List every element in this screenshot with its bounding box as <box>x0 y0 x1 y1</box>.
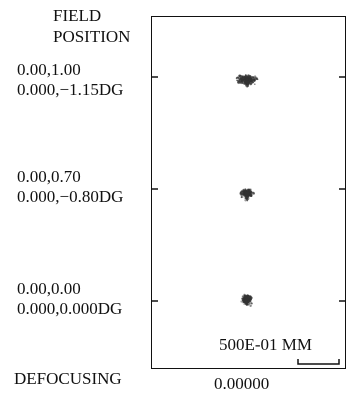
field-2-angle: 0.000,−0.80DG <box>17 187 124 206</box>
field-2-relative: 0.00,0.70 <box>17 167 81 186</box>
defocusing-value: 0.00000 <box>214 374 270 393</box>
spot-field-1 <box>235 74 259 88</box>
field-1-relative: 0.00,1.00 <box>17 60 81 79</box>
scale-bar <box>297 359 340 365</box>
field-1-angle: 0.000,−1.15DG <box>17 80 124 99</box>
scale-label: 500E-01 MM <box>219 335 313 354</box>
position-label: POSITION <box>53 27 131 46</box>
field-3-relative: 0.00,0.00 <box>17 279 81 298</box>
spot-field-2 <box>239 188 255 202</box>
field-3-angle: 0.000,0.000DG <box>17 299 123 318</box>
spot-field-3 <box>240 293 253 308</box>
defocusing-label: DEFOCUSING <box>14 369 122 388</box>
spot-diagram-frame <box>151 16 346 369</box>
field-label: FIELD <box>53 6 102 25</box>
